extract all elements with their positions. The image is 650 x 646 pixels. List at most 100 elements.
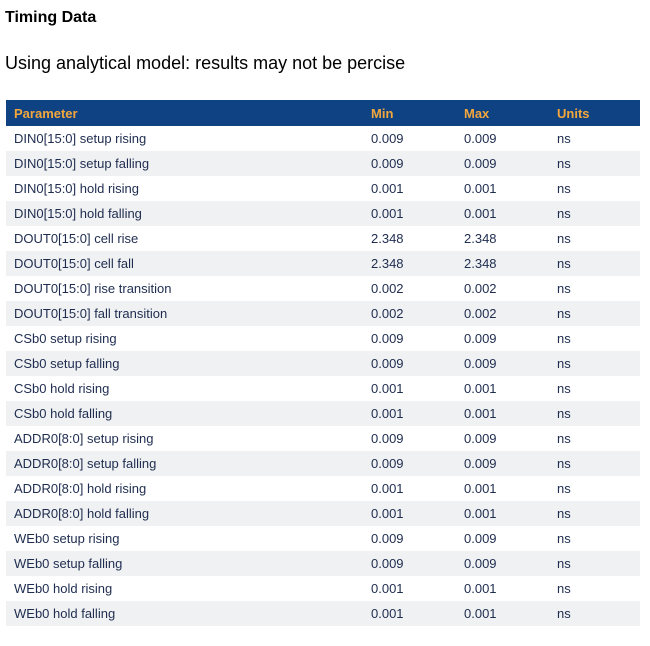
page-subtitle: Using analytical model: results may not … <box>5 53 406 73</box>
cell-parameter: WEb0 setup rising <box>14 531 120 546</box>
table-row: WEb0 hold falling 0.001 0.001 ns <box>6 601 640 626</box>
cell-max: 0.001 <box>464 181 497 196</box>
cell-units: ns <box>557 306 571 321</box>
table-row: DIN0[15:0] setup rising 0.009 0.009 ns <box>6 126 640 151</box>
cell-max: 0.001 <box>464 206 497 221</box>
table-row: CSb0 hold falling 0.001 0.001 ns <box>6 401 640 426</box>
table-row: ADDR0[8:0] hold falling 0.001 0.001 ns <box>6 501 640 526</box>
cell-units: ns <box>557 606 571 621</box>
cell-units: ns <box>557 581 571 596</box>
cell-parameter: WEb0 hold falling <box>14 606 116 621</box>
cell-units: ns <box>557 231 571 246</box>
cell-min: 2.348 <box>371 231 404 246</box>
table-row: ADDR0[8:0] setup falling 0.009 0.009 ns <box>6 451 640 476</box>
cell-max: 0.001 <box>464 506 497 521</box>
column-header-parameter: Parameter <box>6 100 363 126</box>
cell-parameter: CSb0 setup falling <box>14 356 120 371</box>
cell-parameter: WEb0 hold rising <box>14 581 113 596</box>
cell-units: ns <box>557 206 571 221</box>
cell-min: 0.001 <box>371 381 404 396</box>
cell-parameter: CSb0 hold falling <box>14 406 113 421</box>
cell-min: 0.009 <box>371 556 404 571</box>
cell-parameter: DOUT0[15:0] rise transition <box>14 281 172 296</box>
column-header-units: Units <box>549 100 640 126</box>
cell-min: 0.009 <box>371 456 404 471</box>
cell-units: ns <box>557 131 571 146</box>
cell-parameter: CSb0 hold rising <box>14 381 110 396</box>
table-row: ADDR0[8:0] hold rising 0.001 0.001 ns <box>6 476 640 501</box>
cell-max: 0.009 <box>464 556 497 571</box>
cell-parameter: DIN0[15:0] setup rising <box>14 131 147 146</box>
page-title: Timing Data <box>5 9 97 26</box>
cell-parameter: DIN0[15:0] setup falling <box>14 156 150 171</box>
table-row: DIN0[15:0] hold falling 0.001 0.001 ns <box>6 201 640 226</box>
cell-max: 0.001 <box>464 581 497 596</box>
cell-parameter: ADDR0[8:0] setup rising <box>14 431 154 446</box>
cell-min: 0.009 <box>371 531 404 546</box>
table-row: DIN0[15:0] setup falling 0.009 0.009 ns <box>6 151 640 176</box>
cell-max: 0.001 <box>464 406 497 421</box>
table-row: WEb0 hold rising 0.001 0.001 ns <box>6 576 640 601</box>
table-header-row: Parameter Min Max Units <box>6 100 640 126</box>
cell-max: 0.009 <box>464 431 497 446</box>
cell-max: 0.001 <box>464 481 497 496</box>
cell-units: ns <box>557 181 571 196</box>
cell-units: ns <box>557 531 571 546</box>
cell-min: 0.009 <box>371 356 404 371</box>
cell-min: 0.009 <box>371 331 404 346</box>
cell-max: 0.002 <box>464 306 497 321</box>
cell-min: 2.348 <box>371 256 404 271</box>
cell-parameter: DOUT0[15:0] fall transition <box>14 306 168 321</box>
cell-min: 0.002 <box>371 281 404 296</box>
cell-min: 0.009 <box>371 431 404 446</box>
table-body: DIN0[15:0] setup rising 0.009 0.009 ns D… <box>6 126 640 626</box>
cell-max: 2.348 <box>464 256 497 271</box>
cell-min: 0.001 <box>371 506 404 521</box>
cell-max: 0.009 <box>464 131 497 146</box>
cell-max: 0.009 <box>464 456 497 471</box>
cell-min: 0.001 <box>371 206 404 221</box>
table-row: DIN0[15:0] hold rising 0.001 0.001 ns <box>6 176 640 201</box>
cell-max: 0.002 <box>464 281 497 296</box>
cell-min: 0.001 <box>371 606 404 621</box>
cell-min: 0.009 <box>371 156 404 171</box>
column-header-min: Min <box>363 100 456 126</box>
cell-units: ns <box>557 356 571 371</box>
cell-parameter: ADDR0[8:0] hold rising <box>14 481 147 496</box>
cell-min: 0.009 <box>371 131 404 146</box>
cell-units: ns <box>557 156 571 171</box>
cell-max: 0.009 <box>464 331 497 346</box>
table-row: WEb0 setup falling 0.009 0.009 ns <box>6 551 640 576</box>
cell-units: ns <box>557 331 571 346</box>
cell-parameter: ADDR0[8:0] hold falling <box>14 506 150 521</box>
table-row: CSb0 setup falling 0.009 0.009 ns <box>6 351 640 376</box>
cell-parameter: DIN0[15:0] hold falling <box>14 206 142 221</box>
cell-units: ns <box>557 431 571 446</box>
cell-units: ns <box>557 256 571 271</box>
cell-max: 0.009 <box>464 356 497 371</box>
cell-min: 0.002 <box>371 306 404 321</box>
cell-min: 0.001 <box>371 581 404 596</box>
cell-min: 0.001 <box>371 181 404 196</box>
cell-parameter: DOUT0[15:0] cell fall <box>14 256 134 271</box>
cell-max: 0.009 <box>464 531 497 546</box>
cell-units: ns <box>557 506 571 521</box>
cell-units: ns <box>557 406 571 421</box>
table-row: ADDR0[8:0] setup rising 0.009 0.009 ns <box>6 426 640 451</box>
table-row: CSb0 setup rising 0.009 0.009 ns <box>6 326 640 351</box>
cell-parameter: DOUT0[15:0] cell rise <box>14 231 139 246</box>
cell-max: 0.001 <box>464 606 497 621</box>
timing-report-page: Timing Data Using analytical model: resu… <box>5 9 640 626</box>
cell-units: ns <box>557 456 571 471</box>
cell-min: 0.001 <box>371 481 404 496</box>
table-row: DOUT0[15:0] rise transition 0.002 0.002 … <box>6 276 640 301</box>
cell-units: ns <box>557 481 571 496</box>
cell-parameter: ADDR0[8:0] setup falling <box>14 456 157 471</box>
cell-min: 0.001 <box>371 406 404 421</box>
table-row: CSb0 hold rising 0.001 0.001 ns <box>6 376 640 401</box>
column-header-max: Max <box>456 100 549 126</box>
table-row: DOUT0[15:0] cell fall 2.348 2.348 ns <box>6 251 640 276</box>
cell-parameter: WEb0 setup falling <box>14 556 123 571</box>
cell-max: 2.348 <box>464 231 497 246</box>
cell-max: 0.009 <box>464 156 497 171</box>
